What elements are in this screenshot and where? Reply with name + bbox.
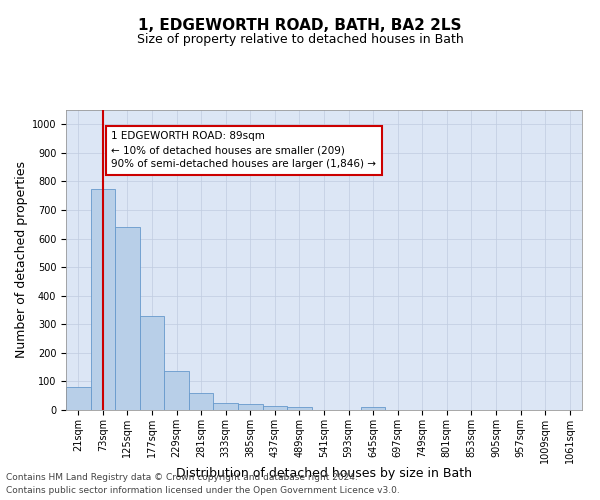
Text: Contains public sector information licensed under the Open Government Licence v3: Contains public sector information licen… (6, 486, 400, 495)
Bar (238, 404, 263, 410)
Bar (115, 227, 140, 410)
Bar (140, 316, 164, 410)
Bar (214, 404, 238, 410)
Text: 1, EDGEWORTH ROAD, BATH, BA2 2LS: 1, EDGEWORTH ROAD, BATH, BA2 2LS (138, 18, 462, 32)
Bar (361, 406, 385, 410)
Bar (91, 188, 115, 410)
Text: Size of property relative to detached houses in Bath: Size of property relative to detached ho… (137, 32, 463, 46)
Y-axis label: Number of detached properties: Number of detached properties (14, 162, 28, 358)
Text: 1 EDGEWORTH ROAD: 89sqm
← 10% of detached houses are smaller (209)
90% of semi-d: 1 EDGEWORTH ROAD: 89sqm ← 10% of detache… (112, 132, 376, 170)
X-axis label: Distribution of detached houses by size in Bath: Distribution of detached houses by size … (176, 467, 472, 480)
Bar (66, 386, 91, 410)
Bar (287, 407, 312, 410)
Bar (164, 372, 189, 410)
Bar (263, 406, 287, 410)
Bar (189, 394, 214, 410)
Text: Contains HM Land Registry data © Crown copyright and database right 2024.: Contains HM Land Registry data © Crown c… (6, 474, 358, 482)
